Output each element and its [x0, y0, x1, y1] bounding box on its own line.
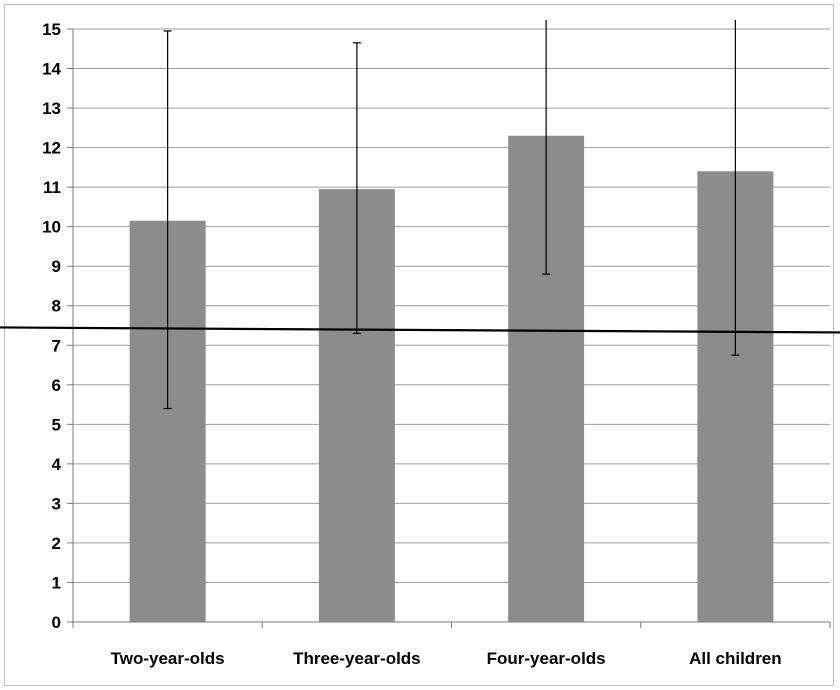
y-tick-label: 13: [42, 99, 61, 118]
y-tick-label: 1: [52, 573, 61, 592]
y-tick-label: 7: [52, 336, 61, 355]
y-tick-label: 9: [52, 257, 61, 276]
y-tick-label: 6: [52, 376, 61, 395]
category-label: Four-year-olds: [487, 649, 606, 668]
error-bars: [163, 20, 740, 410]
y-tick-label: 15: [42, 20, 61, 39]
y-tick-label: 14: [42, 60, 61, 79]
y-tick-label: 10: [42, 218, 61, 237]
y-tick-label: 8: [52, 297, 61, 316]
y-tick-label: 11: [43, 178, 61, 197]
category-label: Two-year-olds: [111, 649, 225, 668]
y-tick-label: 0: [52, 613, 61, 632]
axes: [67, 28, 831, 628]
y-tick-label: 3: [52, 494, 61, 513]
reference-line-group: [0, 326, 840, 334]
y-tick-label: 4: [52, 455, 62, 474]
reference-line: [0, 326, 840, 334]
bars: [129, 135, 774, 623]
y-tick-label: 12: [42, 139, 61, 158]
y-tick-label: 5: [52, 415, 61, 434]
y-tick-label: 2: [52, 534, 61, 553]
category-label: Three-year-olds: [293, 649, 421, 668]
category-label: All children: [689, 649, 782, 668]
